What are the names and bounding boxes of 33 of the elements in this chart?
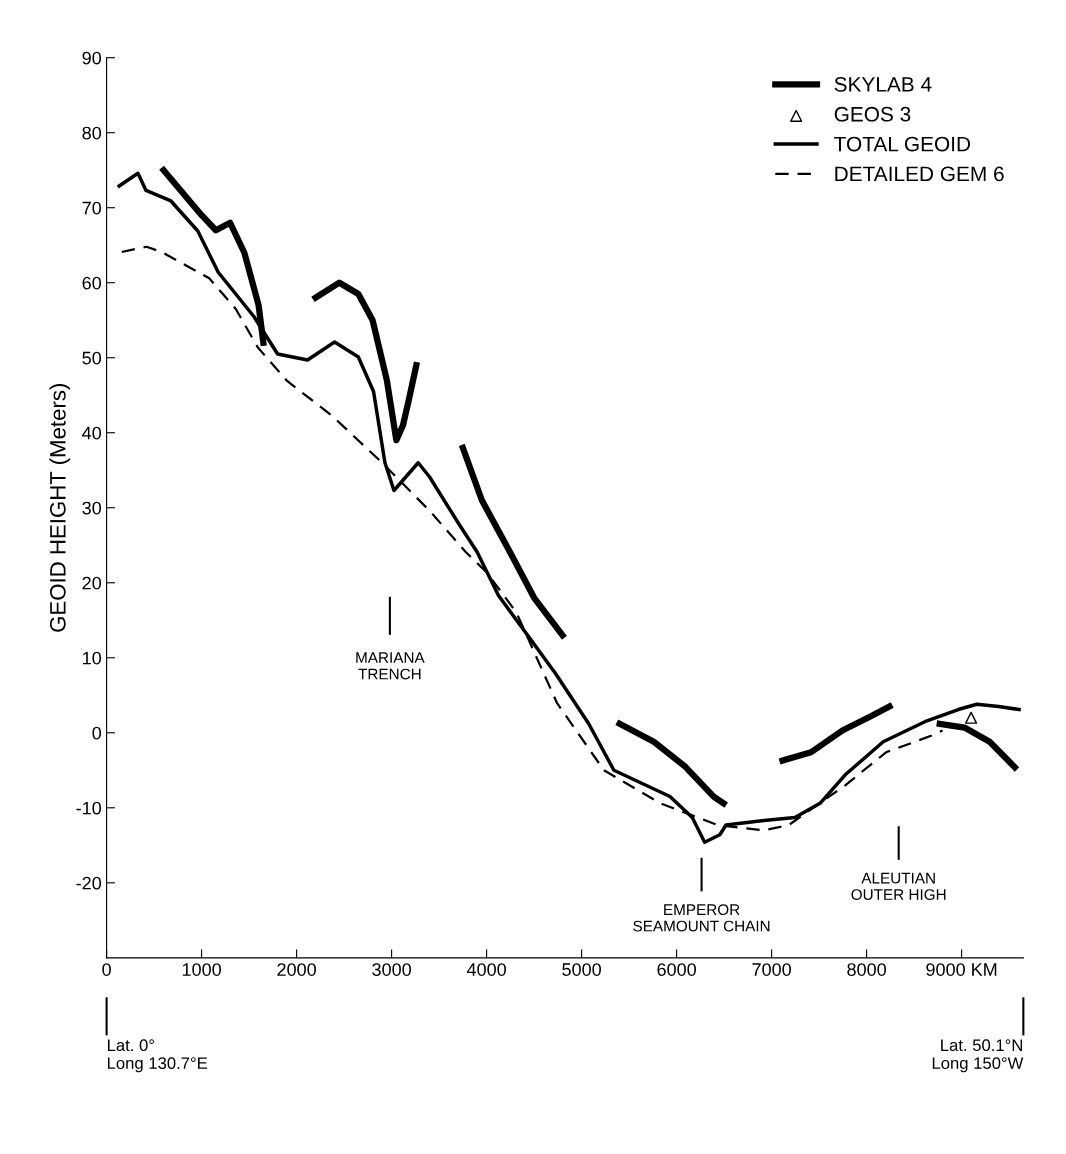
x-tick-label: 7000 bbox=[752, 963, 791, 976]
x-tick-label: 3000 bbox=[372, 963, 411, 976]
y-tick-label: 30 bbox=[82, 501, 102, 515]
y-tick-label: 70 bbox=[82, 201, 102, 215]
y-tick-label: -10 bbox=[76, 801, 102, 815]
x-tick-label: 0 bbox=[102, 963, 111, 976]
y-tick-label: -20 bbox=[76, 876, 102, 890]
text: Lat. 0° Long 130.7°E bbox=[107, 1039, 208, 1073]
annotation: MARIANA TRENCH bbox=[356, 652, 425, 680]
annotation: ALEUTIAN OUTER HIGH bbox=[851, 872, 946, 900]
y-tick-label: 50 bbox=[82, 351, 102, 365]
y-tick-label: 80 bbox=[82, 126, 102, 140]
legend-label: DETAILED GEM 6 bbox=[835, 166, 1004, 182]
y-axis-title: GEOID HEIGHT (Meters) bbox=[49, 384, 71, 632]
y-tick-label: 10 bbox=[83, 651, 102, 665]
legend-label: SKYLAB 4 bbox=[834, 77, 932, 92]
y-tick-label: 90 bbox=[82, 51, 102, 65]
x-tick-label: 9000 KM bbox=[926, 963, 997, 976]
x-tick-label: 8000 bbox=[847, 963, 886, 976]
annotation: EMPEROR SEAMOUNT CHAIN bbox=[633, 904, 770, 932]
x-tick-label: 4000 bbox=[466, 963, 506, 976]
line-series bbox=[120, 245, 944, 832]
x-tick-label: 1000 bbox=[182, 963, 221, 976]
legend-label: GEOS 3 bbox=[834, 106, 911, 122]
y-tick-label: 40 bbox=[82, 426, 102, 440]
y-tick-label: 0 bbox=[92, 726, 102, 740]
x-tick-label: 2000 bbox=[277, 963, 316, 976]
legend-label: TOTAL GEOID bbox=[834, 136, 971, 152]
y-tick-label: 20 bbox=[82, 576, 102, 590]
y-tick-label: 60 bbox=[82, 276, 102, 290]
x-tick-label: 5000 bbox=[562, 963, 601, 976]
text: Lat. 50.1°N Long 150°W bbox=[932, 1039, 1024, 1073]
x-tick-label: 6000 bbox=[657, 963, 696, 976]
